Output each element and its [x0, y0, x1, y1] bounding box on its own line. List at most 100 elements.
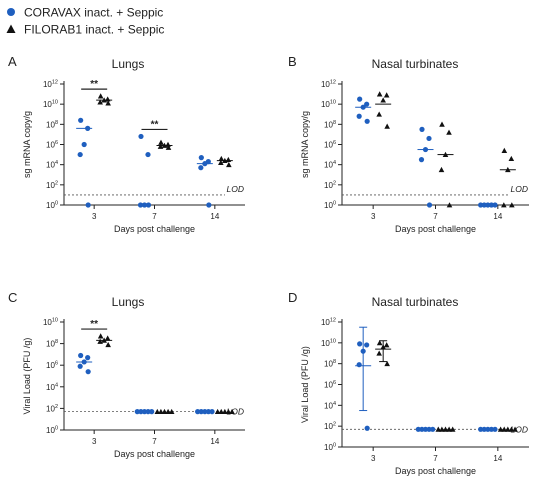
filorab1-point: [158, 139, 164, 145]
y-tick-label: 1010: [321, 338, 336, 348]
coravax-point: [85, 369, 91, 375]
panel-title: Nasal turbinates: [372, 57, 459, 71]
y-tick-label: 106: [46, 140, 58, 150]
x-axis-label: Days post challenge: [114, 449, 195, 459]
filorab1-point: [376, 111, 382, 117]
x-tick-label: 7: [433, 212, 438, 221]
coravax-point: [422, 426, 429, 432]
coravax-point: [138, 133, 144, 140]
coravax-point: [141, 409, 148, 415]
lod-label: LOD: [511, 424, 528, 434]
panel-letter: A: [8, 54, 17, 69]
x-tick-label: 7: [152, 212, 157, 221]
coravax-point: [485, 426, 491, 432]
coravax-point: [198, 165, 204, 171]
coravax-point: [426, 202, 433, 208]
y-tick-label: 106: [324, 140, 336, 150]
filorab1-point: [214, 408, 221, 415]
filorab1-point: [165, 408, 171, 415]
x-axis-label: Days post challenge: [395, 466, 476, 476]
coravax-point: [78, 352, 84, 359]
y-tick-label: 108: [46, 339, 58, 349]
y-tick-label: 104: [46, 160, 58, 170]
legend-item-1: CORAVAX inact. + Seppic: [7, 6, 163, 20]
coravax-point: [492, 426, 498, 432]
filorab1-point: [439, 121, 445, 127]
coravax-point: [426, 135, 432, 142]
filorab1-point: [376, 340, 383, 346]
y-tick-label: 100: [46, 426, 58, 436]
filorab1-point: [442, 426, 449, 432]
coravax-point: [137, 202, 144, 208]
y-axis-label: sg mRNA copy/g: [300, 111, 310, 178]
filorab1-point: [165, 144, 172, 150]
panel-title: Lungs: [112, 57, 145, 71]
coravax-point: [357, 341, 363, 347]
filorab1-point: [509, 202, 515, 208]
coravax-point: [364, 342, 370, 348]
filorab1-point: [97, 93, 104, 99]
coravax-point: [198, 409, 204, 415]
filorab1-point: [384, 360, 390, 367]
coravax-point: [141, 202, 148, 208]
coravax-point: [419, 126, 425, 132]
y-axis-label: sg mRNA copy/g: [22, 111, 32, 178]
legend: CORAVAX inact. + Seppic FILORAB1 inact. +…: [6, 6, 164, 37]
coravax-point: [78, 117, 84, 123]
panel-letter: D: [288, 290, 297, 305]
significance-label: **: [90, 319, 98, 330]
x-tick-label: 7: [152, 437, 157, 446]
coravax-point: [481, 426, 487, 432]
filorab1-point: [154, 408, 161, 415]
y-tick-label: 104: [324, 401, 336, 411]
panel-title: Lungs: [112, 295, 145, 309]
panel-title: Nasal turbinates: [372, 295, 459, 309]
filorab1-point: [105, 100, 111, 106]
filorab1-point: [161, 408, 168, 415]
filorab1-point: [158, 408, 164, 415]
filorab1-point: [501, 202, 507, 208]
coravax-point: [478, 426, 484, 432]
coravax-point: [415, 426, 421, 432]
coravax-point: [478, 202, 484, 208]
filorab1-point: [449, 426, 456, 432]
y-tick-label: 108: [324, 120, 336, 130]
lod-label: LOD: [511, 184, 528, 194]
filorab1-point: [218, 408, 225, 415]
coravax-point: [357, 96, 363, 102]
y-tick-label: 102: [46, 180, 58, 190]
filorab1-point: [512, 426, 518, 432]
filorab1-point: [508, 426, 515, 432]
filorab1-point: [435, 426, 442, 432]
filorab1-point: [446, 129, 452, 135]
y-axis-label: Viral Load (PFU /g): [22, 338, 32, 415]
filorab1-point: [168, 408, 175, 415]
coravax-point: [205, 409, 212, 415]
x-tick-label: 3: [371, 212, 376, 221]
y-tick-label: 102: [324, 180, 336, 190]
coravax-point: [149, 409, 155, 415]
significance-label: **: [90, 79, 98, 90]
y-axis-label: Viral Load (PFU /g): [300, 346, 310, 423]
coravax-point: [81, 141, 87, 148]
lod-label: LOD: [227, 184, 244, 194]
coravax-point: [418, 157, 425, 163]
panel-B: B Nasal turbinates 100 102 104 106 108 1010 1012…: [288, 54, 529, 234]
legend-circle-marker: [7, 8, 15, 16]
coravax-point: [202, 409, 208, 415]
filorab1-point: [446, 202, 453, 208]
x-tick-label: 7: [433, 454, 438, 463]
panel-letter: C: [8, 290, 17, 305]
coravax-point: [364, 425, 370, 431]
panel-D: D Nasal turbinates 100 102 104 106 108 1010 1012…: [288, 290, 529, 476]
filorab1-point: [222, 408, 228, 415]
y-tick-label: 1010: [43, 100, 58, 110]
coravax-point: [488, 202, 495, 208]
y-tick-label: 1012: [321, 80, 336, 90]
coravax-point: [77, 363, 83, 369]
filorab1-point: [439, 426, 445, 432]
y-tick-label: 104: [46, 382, 58, 392]
coravax-point: [85, 355, 91, 361]
x-tick-label: 14: [493, 212, 502, 221]
